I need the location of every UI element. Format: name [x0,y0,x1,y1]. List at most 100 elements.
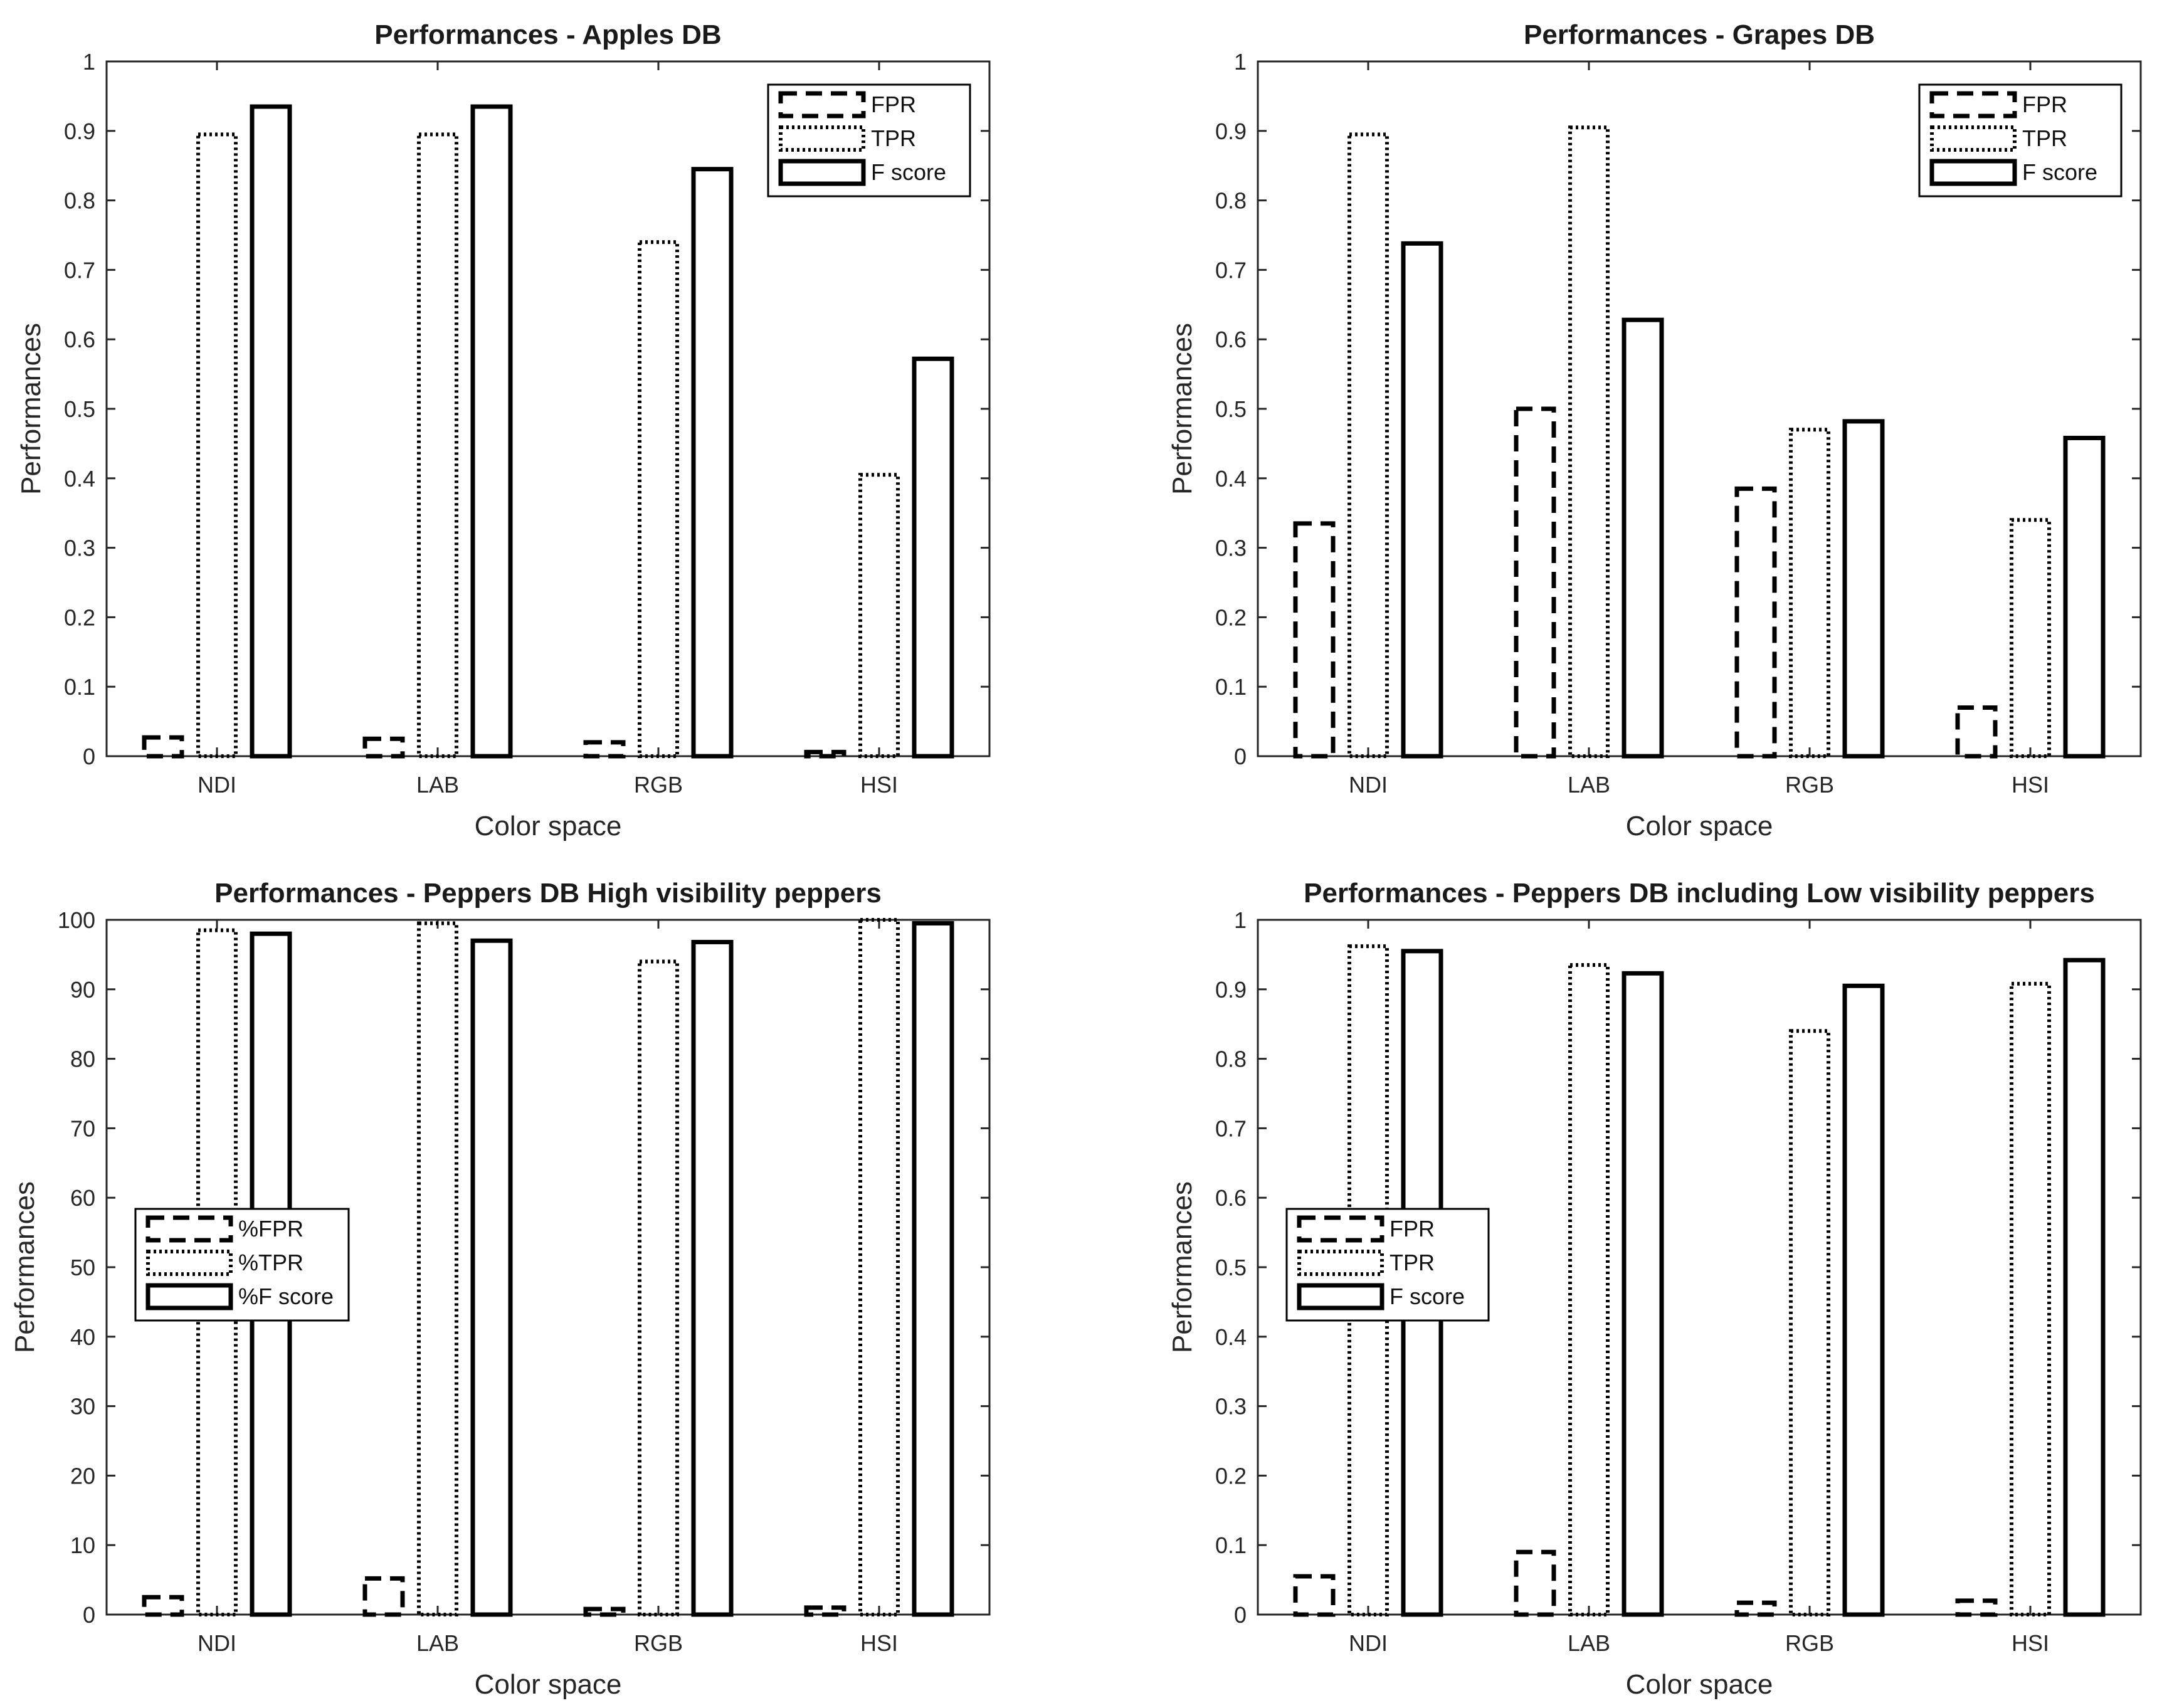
bar-tpr-lab [417,132,458,758]
y-tick-label: 10 [70,1532,95,1558]
bar-tpr-lab [1568,125,1610,758]
x-tick-label: HSI [860,772,898,798]
bar-f-score-rgb [691,167,734,759]
y-tick-label: 1 [1234,49,1247,75]
y-tick-label: 0 [83,1602,95,1628]
legend-swatch-fpr [1929,91,2017,119]
y-tick-label: 60 [70,1185,95,1211]
y-tick-label: 50 [70,1255,95,1280]
legend-swatch-fpr [778,91,866,119]
legend-box [1285,1208,1490,1322]
y-tick-label: 0 [1234,1602,1247,1628]
legend-swatch-tpr [146,1250,233,1276]
bar-pct-f-score-rgb [691,939,734,1617]
y-tick-label: 0.2 [1215,604,1247,630]
y-tick-label: 0.6 [1215,327,1247,352]
y-tick-label: 0.2 [1215,1463,1247,1489]
x-axis-label: Color space [1626,1669,1773,1700]
x-tick-label: LAB [416,772,459,798]
bar-tpr-ndi [1347,132,1389,758]
y-tick-label: 0.4 [1215,1324,1247,1350]
chart-title: Performances - Peppers DB High visibilit… [214,878,882,909]
bar-tpr-rgb [638,240,679,758]
y-tick-label: 0.8 [1215,1046,1247,1072]
bar-tpr-rgb [1789,1029,1830,1616]
legend-swatch-tpr [1930,125,2017,152]
y-tick-label: 0.7 [1215,257,1247,283]
y-tick-label: 70 [70,1115,95,1141]
x-tick-label: RGB [634,772,683,798]
y-tick-label: 0.7 [64,257,95,283]
axis-ticks: 0 0.1 0.2 0.3 0.4 0.5 0.6 0.7 0.8 0.9 1 NDI LAB RGB HS… [1215,49,2141,798]
y-tick-label: 0.5 [1215,1255,1247,1280]
legend-label-fpr: %FPR [238,1216,303,1241]
legend: FPR TPR F score [1918,83,2123,198]
bar-fpr-rgb [1734,486,1777,759]
legend-label-tpr: TPR [871,125,916,151]
x-tick-label: RGB [1785,772,1834,798]
x-tick-label: LAB [416,1630,459,1656]
y-tick-label: 0.8 [64,188,95,214]
y-tick-label: 0 [83,744,95,769]
bar-pct-f-score-lab [470,938,513,1617]
x-tick-label: NDI [1349,1630,1388,1656]
y-tick-label: 0.3 [64,535,95,561]
bar-f-score-hsi [2063,436,2106,759]
x-tick-label: RGB [634,1630,683,1656]
y-tick-label: 90 [70,977,95,1003]
legend-swatch-fpr [1297,1215,1384,1243]
bar-tpr-hsi [858,473,900,758]
y-tick-label: 0.7 [1215,1115,1247,1141]
y-tick-label: 0.5 [1215,396,1247,422]
bar-pct-tpr-hsi [858,918,900,1616]
bar-tpr-ndi [196,132,238,758]
legend-swatch-f-score [778,159,866,186]
y-tick-label: 0.6 [1215,1185,1247,1211]
bar-f-score-ndi [1401,241,1443,759]
legend-label-f-score: F score [1390,1284,1465,1309]
y-tick-label: 0.4 [1215,466,1247,492]
x-tick-label: NDI [198,1630,236,1656]
y-tick-label: 1 [83,49,95,75]
panel-apples: 0 0.1 0.2 0.3 0.4 0.5 0.6 0.7 0.8 0.9 1 NDI LAB RGB HS… [16,19,991,841]
legend-swatch-f-score [1297,1283,1384,1310]
y-tick-label: 0.1 [64,674,95,700]
y-tick-label: 20 [70,1463,95,1489]
legend-swatch-fpr [145,1215,233,1243]
bar-fpr-ndi [1293,521,1336,759]
x-tick-label: LAB [1568,772,1610,798]
panel-peppers-high-visibility: 0 10 20 30 40 50 60 70 80 90 100 NDI LAB RGB HSI Perfo… [9,878,991,1700]
bars [142,104,954,759]
bar-tpr-hsi [2010,981,2051,1617]
y-tick-label: 0 [1234,744,1247,769]
x-axis-label: Color space [475,811,622,841]
panel-peppers-low-visibility: 0 0.1 0.2 0.3 0.4 0.5 0.6 0.7 0.8 0.9 1 NDI LAB RGB HS… [1167,878,2142,1700]
legend-label-tpr: TPR [2022,125,2067,151]
bar-pct-fpr-lab [362,1576,405,1617]
legend-box [1918,83,2123,198]
bar-fpr-lab [362,736,405,759]
bar-tpr-ndi [1347,944,1389,1616]
x-tick-label: HSI [2012,772,2049,798]
x-axis-label: Color space [1626,811,1773,841]
bar-fpr-lab [1514,1549,1556,1617]
bar-f-score-hsi [912,356,954,759]
legend: %FPR %TPR %F score [134,1208,350,1322]
legend-label-f-score: %F score [238,1284,334,1309]
x-tick-label: LAB [1568,1630,1610,1656]
bar-pct-fpr-rgb [583,1606,626,1617]
legend-swatch-tpr [779,125,865,152]
legend-label-fpr: FPR [871,92,916,117]
bar-fpr-hsi [804,749,846,759]
bar-fpr-hsi [1955,1598,1998,1617]
legend-label-f-score: F score [2022,159,2097,185]
bar-pct-f-score-hsi [912,921,954,1617]
bar-f-score-lab [1622,317,1664,759]
bar-f-score-hsi [2063,957,2106,1617]
y-tick-label: 0.1 [1215,674,1247,700]
legend-swatch-f-score [145,1283,233,1310]
bar-f-score-rgb [1842,983,1885,1617]
bar-f-score-ndi [250,104,292,759]
y-tick-label: 30 [70,1394,95,1420]
y-tick-label: 0.3 [1215,535,1247,561]
